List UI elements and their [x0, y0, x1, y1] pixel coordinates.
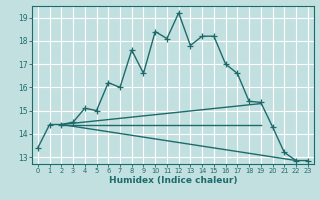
X-axis label: Humidex (Indice chaleur): Humidex (Indice chaleur) [108, 176, 237, 185]
